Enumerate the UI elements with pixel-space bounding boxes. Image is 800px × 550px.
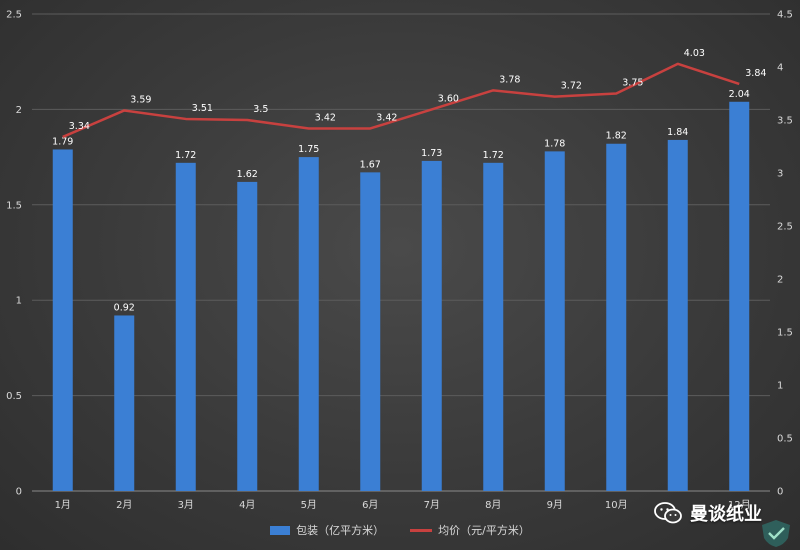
y-left-tick-label: 2 [16,105,22,116]
y-right-tick-label: 4.5 [777,10,793,21]
y-right-tick-label: 0.5 [777,434,793,445]
bar [298,157,319,491]
bar [421,160,442,491]
shield-logo-icon [762,520,790,547]
x-tick-label: 10月 [605,499,628,511]
bar-data-labels: 1.79 0.92 1.72 1.62 1.75 1.67 1.73 1.72 1.78 1.82… [52,89,750,314]
y-right-tick-label: 1.5 [777,328,793,339]
wechat-icon [654,502,682,524]
bar [483,162,504,491]
y-left-tick-label: 2.5 [6,10,22,21]
y-right-tick-label: 1 [777,381,783,392]
line-series [62,62,740,139]
bar-data-label: 1.73 [421,148,442,159]
x-tick-label: 6月 [362,499,378,511]
x-tick-label: 8月 [485,499,501,511]
x-tick-label: 3月 [178,499,194,511]
watermark: 曼谈纸业 [654,500,762,526]
bar-data-label: 1.67 [360,159,381,170]
legend-swatch-bar [270,525,291,535]
line-data-label: 3.72 [561,81,582,92]
y-left-tick-label: 1.5 [6,200,22,211]
legend-label-bars: 包装（亿平方米） [296,524,385,537]
y-axis-left: 0 0.5 1 1.5 2 2.5 [6,10,22,498]
x-tick-label: 7月 [424,499,440,511]
y-right-tick-label: 2.5 [777,222,793,233]
legend-swatch-line [410,528,433,532]
bar-series [52,101,750,492]
bar-data-label: 1.62 [237,169,258,180]
line-data-label: 4.03 [684,48,705,59]
y-right-tick-label: 3.5 [777,116,793,127]
line-data-label: 3.42 [376,112,397,123]
line-data-labels: 3.34 3.59 3.51 3.5 3.42 3.42 3.60 3.78 3.72 3.75 4… [69,48,767,132]
bar [606,143,627,491]
gridlines [32,13,770,492]
bar-data-label: 1.72 [175,150,196,161]
bar-data-label: 1.72 [483,150,504,161]
y-right-tick-label: 4 [777,63,783,74]
x-tick-label: 5月 [301,499,317,511]
y-right-tick-label: 2 [777,275,783,286]
line-data-label: 3.60 [438,93,459,104]
line-data-label: 3.84 [745,68,766,79]
x-tick-label: 4月 [239,499,255,511]
line-data-label: 3.5 [253,104,268,115]
bar [544,151,565,491]
y-left-tick-label: 0.5 [6,391,22,402]
y-right-tick-label: 0 [777,487,783,498]
watermark-text: 曼谈纸业 [690,504,762,525]
legend: 包装（亿平方米） 均价（元/平方米） [0,522,800,538]
line-data-label: 3.78 [499,74,520,85]
bar [237,181,258,492]
line-data-label: 3.51 [192,103,213,114]
legend-label-line: 均价（元/平方米） [438,524,530,537]
legend-item-bars: 包装（亿平方米） [270,522,384,538]
bar [360,172,381,491]
line-data-label: 3.59 [130,94,151,105]
bar-data-label: 1.75 [298,144,319,155]
bar-data-label: 1.79 [52,136,73,147]
line-data-label: 3.34 [69,121,90,132]
y-axis-right: 0 0.5 1 1.5 2 2.5 3 3.5 4 4.5 [777,10,793,498]
x-tick-label: 12月 [728,499,751,511]
line-path [62,62,740,139]
bar-data-label: 2.04 [729,89,750,100]
legend-item-line: 均价（元/平方米） [410,522,530,538]
bar-data-label: 0.92 [114,302,135,313]
y-left-tick-label: 1 [16,296,22,307]
x-tick-label: 1月 [55,499,71,511]
x-tick-label: 2月 [116,499,132,511]
x-axis: 1月 2月 3月 4月 5月 6月 7月 8月 9月 10月 12月 [55,499,751,511]
bar [667,139,688,492]
bar [114,315,135,491]
bar-data-label: 1.82 [606,131,627,142]
bar [52,149,73,491]
bar-data-label: 1.84 [667,127,688,138]
y-left-tick-label: 0 [16,487,22,498]
bar-data-label: 1.78 [544,138,565,149]
line-data-label: 3.42 [315,112,336,123]
line-data-label: 3.75 [622,78,643,89]
x-tick-label: 9月 [547,499,563,511]
bar [175,162,196,491]
y-right-tick-label: 3 [777,169,783,180]
bar [729,101,750,491]
